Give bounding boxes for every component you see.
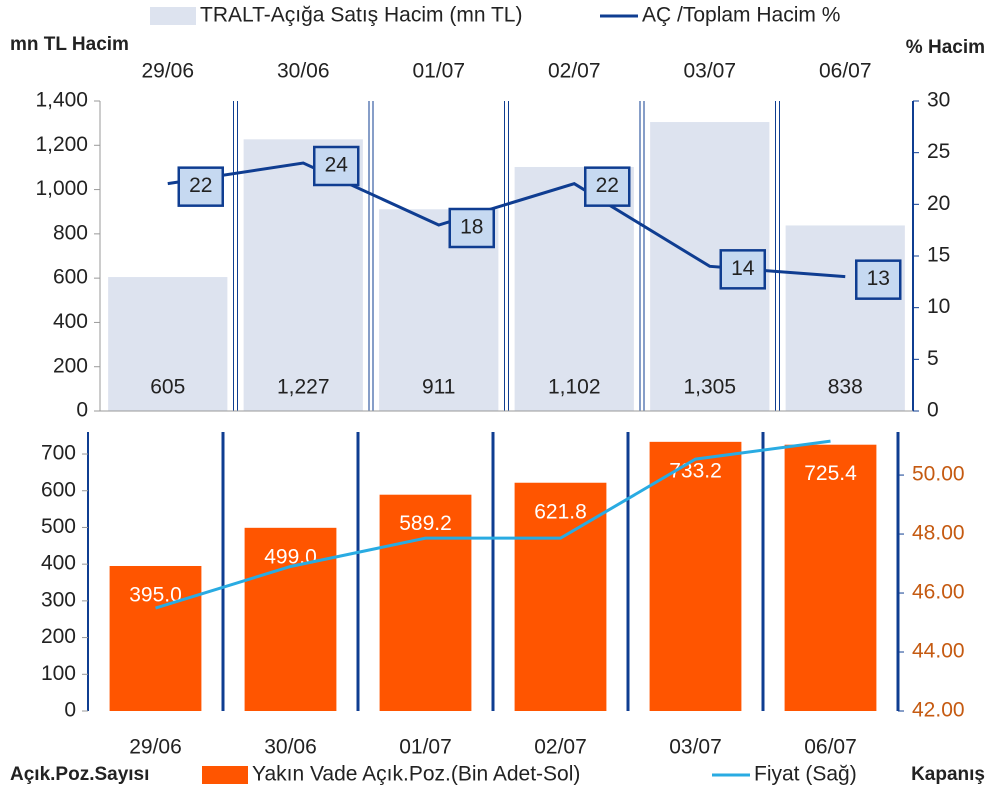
data-label-box bbox=[719, 249, 766, 290]
legend-label: TRALT-Açığa Satış Hacim (mn TL) bbox=[200, 4, 522, 27]
y-axis-label: mn TL Hacim bbox=[10, 34, 129, 55]
x-tick-label: 06/07 bbox=[804, 736, 857, 759]
y-axis-label: Açık.Poz.Sayısı bbox=[10, 764, 149, 785]
y-tick-label: 1,400 bbox=[35, 89, 88, 112]
y-tick-label: 0 bbox=[76, 399, 88, 422]
y2-tick-label: 30 bbox=[927, 89, 950, 112]
y-tick-label: 700 bbox=[41, 442, 76, 465]
bar bbox=[379, 494, 472, 711]
bar bbox=[649, 441, 742, 711]
data-label: 589.2 bbox=[399, 512, 452, 535]
y-tick-label: 200 bbox=[53, 354, 88, 377]
data-label: 499.0 bbox=[264, 545, 317, 568]
data-label: 395.0 bbox=[129, 584, 182, 607]
data-label: 22 bbox=[596, 174, 619, 197]
x-tick-label: 03/07 bbox=[683, 60, 736, 83]
bar bbox=[108, 277, 228, 411]
y2-tick-label: 50.00 bbox=[912, 463, 965, 486]
y2-tick-label: 25 bbox=[927, 140, 950, 163]
y2-tick-label: 20 bbox=[927, 192, 950, 215]
legend-swatch bbox=[202, 766, 248, 784]
x-tick-label: 30/06 bbox=[277, 60, 330, 83]
y-tick-label: 100 bbox=[41, 662, 76, 685]
line bbox=[155, 439, 831, 610]
bar bbox=[109, 565, 202, 711]
y2-axis-label: Kapanış bbox=[911, 764, 985, 785]
data-label-box bbox=[584, 166, 631, 207]
x-tick-label: 03/07 bbox=[669, 736, 722, 759]
y2-tick-label: 44.00 bbox=[912, 640, 965, 663]
data-label: 838 bbox=[828, 376, 863, 399]
x-tick-label: 02/07 bbox=[548, 60, 601, 83]
data-label: 13 bbox=[867, 267, 890, 290]
y-tick-label: 1,200 bbox=[35, 133, 88, 156]
x-tick-label: 30/06 bbox=[264, 736, 317, 759]
legend-label: AÇ /Toplam Hacim % bbox=[642, 4, 840, 27]
y-tick-label: 1,000 bbox=[35, 177, 88, 200]
y2-tick-label: 10 bbox=[927, 295, 950, 318]
y-tick-label: 500 bbox=[41, 515, 76, 538]
data-label: 1,102 bbox=[548, 376, 601, 399]
y2-tick-label: 5 bbox=[927, 347, 939, 370]
y2-tick-label: 42.00 bbox=[912, 699, 965, 722]
data-label-box bbox=[448, 207, 495, 249]
x-tick-label: 01/07 bbox=[399, 736, 452, 759]
data-label-box bbox=[313, 145, 360, 187]
y-tick-label: 600 bbox=[53, 266, 88, 289]
bar bbox=[785, 225, 905, 411]
bar bbox=[784, 444, 877, 711]
x-tick-label: 02/07 bbox=[534, 736, 587, 759]
data-label: 605 bbox=[150, 376, 185, 399]
y-tick-label: 0 bbox=[64, 699, 76, 722]
data-label: 911 bbox=[422, 376, 455, 399]
legend-swatch bbox=[150, 7, 196, 25]
y-tick-label: 200 bbox=[41, 625, 76, 648]
data-label: 725.4 bbox=[804, 462, 857, 485]
data-label: 22 bbox=[189, 174, 212, 197]
y-tick-label: 300 bbox=[41, 588, 76, 611]
x-tick-label: 06/07 bbox=[819, 60, 872, 83]
data-label: 1,305 bbox=[683, 376, 736, 399]
y2-tick-label: 48.00 bbox=[912, 522, 965, 545]
data-label: 1,227 bbox=[277, 376, 330, 399]
y-tick-label: 400 bbox=[41, 552, 76, 575]
y2-tick-label: 15 bbox=[927, 244, 950, 267]
data-label: 14 bbox=[731, 257, 755, 280]
data-label-box bbox=[177, 166, 224, 207]
y2-tick-label: 0 bbox=[927, 399, 939, 422]
x-tick-label: 29/06 bbox=[141, 60, 194, 83]
y2-tick-label: 46.00 bbox=[912, 581, 965, 604]
data-label-box bbox=[855, 259, 902, 300]
y-tick-label: 600 bbox=[41, 478, 76, 501]
data-label: 18 bbox=[460, 216, 483, 239]
y-tick-label: 800 bbox=[53, 221, 88, 244]
data-label: 24 bbox=[325, 154, 349, 177]
y-tick-label: 400 bbox=[53, 310, 88, 333]
y2-axis-label: % Hacim bbox=[906, 37, 985, 58]
bar bbox=[244, 527, 337, 711]
x-tick-label: 29/06 bbox=[129, 736, 182, 759]
legend-label: Yakın Vade Açık.Poz.(Bin Adet-Sol) bbox=[252, 763, 580, 786]
legend-label: Fiyat (Sağ) bbox=[754, 763, 857, 786]
x-tick-label: 01/07 bbox=[412, 60, 465, 83]
data-label: 621.8 bbox=[534, 500, 587, 523]
